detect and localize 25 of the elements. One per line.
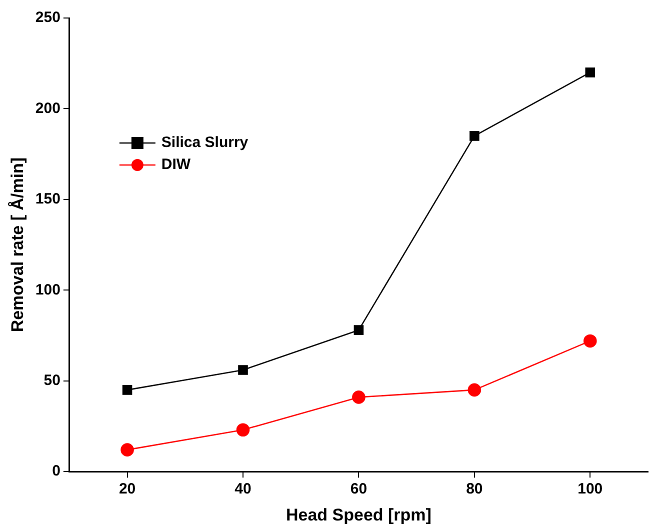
y-tick-label: 0	[52, 462, 60, 480]
x-tick-label: 20	[118, 480, 136, 498]
y-tick-label: 50	[44, 372, 60, 390]
x-tick-label: 100	[578, 480, 603, 498]
point	[585, 68, 596, 78]
y-tick-label: 150	[35, 190, 60, 208]
point	[470, 131, 480, 141]
point	[120, 443, 134, 456]
legend-label: DIW	[161, 156, 192, 174]
point	[236, 423, 250, 437]
y-axis-title: Removal rate [ Å/min]	[8, 157, 27, 332]
x-axis-title: Head Speed [rpm]	[286, 505, 432, 524]
point	[583, 334, 597, 348]
legend-label: Silica Slurry	[161, 134, 249, 152]
point	[122, 385, 132, 395]
y-tick-label: 200	[35, 100, 60, 117]
point	[238, 365, 248, 375]
y-tick-label: 100	[35, 281, 60, 298]
x-tick-label: 40	[234, 480, 252, 498]
y-tick-label: 250	[35, 9, 60, 26]
x-tick-label: 60	[350, 480, 368, 498]
point	[352, 390, 366, 404]
point	[354, 325, 364, 335]
x-tick-label: 80	[466, 480, 483, 498]
point	[468, 383, 482, 397]
